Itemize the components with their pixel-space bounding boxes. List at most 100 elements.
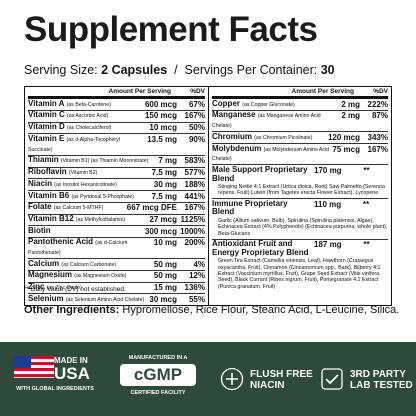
amount: 50 mg (153, 259, 177, 269)
nutrient-row: Magnesium (as Magnesium Oxide) 50 mg 12% (28, 271, 205, 283)
nutrient-name: Zinc (28, 282, 45, 292)
nutrient-cell: Vitamin D (as Cholecalciferol) (28, 122, 147, 133)
row-main: Immune Proprietary Blend 110 mg ** (212, 199, 388, 217)
daily-value: ** (363, 240, 370, 250)
daily-value: 55% (188, 294, 205, 304)
row-main: Magnesium (as Magnesium Oxide) 50 mg 12% (28, 271, 205, 281)
row-main: Copper (as Copper Gluconate) 2 mg 222% (212, 98, 388, 110)
amount: 7.5 mg (151, 168, 177, 178)
nutrient-row: Vitamin B12 (as Methylcobalamin) 27 mcg 11… (28, 214, 205, 227)
nutrient-row: Vitamin E (as d-Alpha-Tocopheryl Succina… (28, 134, 205, 156)
nutrient-row: Manganese (as Manganese Amino Acid Chela… (212, 111, 388, 133)
row-main: Pantothenic Acid (as d-Calcium Pantothen… (28, 237, 205, 257)
nutrient-row: Copper (as Copper Gluconate) 2 mg 222% (212, 99, 388, 111)
daily-value: 4% (193, 259, 205, 269)
nutrient-form: (as Chromium Picolinate) (254, 134, 313, 141)
daily-value: 167% (184, 111, 205, 121)
badge-text: NIACIN (250, 380, 285, 391)
badge: 3RD PARTY LAB TESTED (318, 342, 414, 416)
row-main: Riboflavin (Vitamin B2) 7.5 mg 577% (28, 167, 205, 178)
nutrient-cell: Vitamin B6 (as Pyridoxal 5-Phosphate) (28, 190, 150, 202)
nutrient-cell: Male Support Proprietary Blend (212, 164, 312, 183)
nutrient-row: Thiamin (Vitamin B1) (as Thiamin Mononit… (28, 156, 205, 168)
badge: MADE IN USA WITH GLOBAL INGREDIENTS (6, 342, 98, 416)
nutrient-cell: Biotin (28, 226, 143, 236)
daily-value: 188% (184, 179, 205, 189)
nutrient-row: Antioxidant Fruit and Energy Proprietary… (212, 239, 388, 292)
daily-value: 136% (184, 283, 205, 293)
amount: 75 mcg (332, 144, 360, 154)
nutrient-cell: Vitamin A (as Beta-Carotene) (28, 99, 143, 110)
nutrient-name: Vitamin B12 (28, 214, 74, 224)
amount: 10 mg (153, 238, 177, 248)
nutrient-cell: Magnesium (as Magnesium Oxide) (28, 271, 152, 281)
amount: 2 mg (341, 99, 360, 109)
daily-value: ** (362, 199, 370, 209)
amount: 10 mcg (149, 123, 177, 133)
nutrient-name: Antioxidant Fruit and Energy Proprietary… (212, 239, 309, 257)
daily-value: 67% (188, 99, 205, 109)
nutrient-form: (as Ascorbic Acid) (66, 113, 109, 120)
badge-text: MANUFACTURED IN A (128, 355, 188, 361)
nutrient-name: Molybdenum (212, 143, 262, 153)
nutrient-name: Male Support Proprietary Blend (212, 164, 308, 183)
badge-text: USA (54, 364, 90, 383)
nutrient-row: Vitamin D (as Cholecalciferol) 10 mcg 50% (28, 122, 205, 135)
nutrient-form: (as Selenium Amino Acid Chelate) (65, 296, 145, 303)
badge: FLUSH FREE NIACIN (216, 342, 316, 416)
nutrient-row: Vitamin B6 (as Pyridoxal 5-Phosphate) 7.5… (28, 191, 205, 203)
row-main: Vitamin B6 (as Pyridoxal 5-Phosphate) 7.5… (28, 190, 205, 202)
daily-value: ** (363, 165, 370, 175)
other-text: Hypromellose, Rice Flour, Stearic Acid, … (122, 304, 400, 316)
nutrient-form: (as Copper Gluconate) (242, 101, 295, 108)
nutrient-name: Pantothenic Acid (28, 237, 94, 247)
nutrient-form: (as Zinc Oxide) (46, 285, 82, 292)
nutrient-form: (as Molybdenum Amino Acid Chelate) (212, 146, 330, 163)
other-label: Other Ingredients: (24, 304, 120, 316)
nutrient-cell: Pantothenic Acid (as d-Calcium Pantothen… (28, 237, 152, 257)
row-main: Thiamin (Vitamin B1) (as Thiamin Mononit… (28, 156, 205, 166)
badge-text: cGMP (120, 364, 196, 386)
servings: 30 (320, 63, 335, 77)
nutrient-form: (as Magnesium Oxide) (74, 273, 127, 280)
row-main: Manganese (as Manganese Amino Acid Chela… (212, 111, 388, 130)
daily-value: 343% (367, 132, 388, 142)
row-main: Niacin (as Inositol Hexanicotinate) 30 mg… (28, 178, 205, 190)
row-main: Vitamin A (as Beta-Carotene) 600 mcg 67% (28, 99, 205, 110)
daily-value: 577% (184, 168, 205, 178)
amount: 50 mg (153, 271, 177, 281)
title: Supplement Facts (24, 10, 318, 49)
row-main: Vitamin D (as Cholecalciferol) 10 mcg 50% (28, 122, 205, 133)
nutrient-row: Vitamin A (as Beta-Carotene) 600 mcg 67% (28, 99, 205, 111)
nutrient-form: (as Methylcobalamin) (75, 217, 126, 224)
nutrient-form: (as d-Calcium Pantothenate) (28, 240, 128, 256)
nutrient-cell: Molybdenum (as Molybdenum Amino Acid Che… (212, 143, 330, 164)
amount: 30 mg (153, 179, 177, 189)
nutrient-name: Vitamin B6 (28, 190, 70, 200)
daily-value: 167% (367, 144, 388, 154)
badge-text: 3RD PARTY (350, 369, 406, 380)
nutrient-row: Chromium (as Chromium Picolinate) 120 mcg… (212, 132, 388, 144)
amount: 13.5 mg (147, 134, 177, 144)
amount: 600 mcg (144, 99, 177, 109)
daily-value: 87% (371, 111, 388, 121)
nutrient-cell: Vitamin E (as d-Alpha-Tocopheryl Succina… (28, 134, 145, 154)
nutrient-row: Selenium (as Selenium Amino Acid Chelate… (28, 294, 205, 305)
daily-value: 50% (188, 123, 205, 133)
nutrient-form: (as Pyridoxal 5-Phosphate) (71, 193, 135, 200)
nutrient-cell: Vitamin C (as Ascorbic Acid) (28, 111, 143, 121)
daily-value: 441% (184, 191, 205, 201)
nutrient-cell: Riboflavin (Vitamin B2) (28, 167, 150, 178)
nutrient-cell: Selenium (as Selenium Amino Acid Chelate… (28, 294, 147, 305)
daily-value: 1125% (180, 215, 205, 225)
nutrient-row: Pantothenic Acid (as d-Calcium Pantothen… (28, 237, 205, 259)
nutrient-form: (as Cholecalciferol) (66, 125, 112, 132)
nutrient-name: Riboflavin (28, 167, 67, 177)
row-main: Selenium (as Selenium Amino Acid Chelate… (28, 294, 205, 305)
nutrient-name: Niacin (28, 178, 53, 188)
nutrient-form: (as Calcium 5-MTHF) (53, 205, 104, 212)
column-header: Amount Per Serving (291, 88, 354, 95)
row-main: Calcium (as Calcium Carbonate) 50 mg 4% (28, 259, 205, 270)
nutrient-name: Copper (212, 98, 240, 108)
